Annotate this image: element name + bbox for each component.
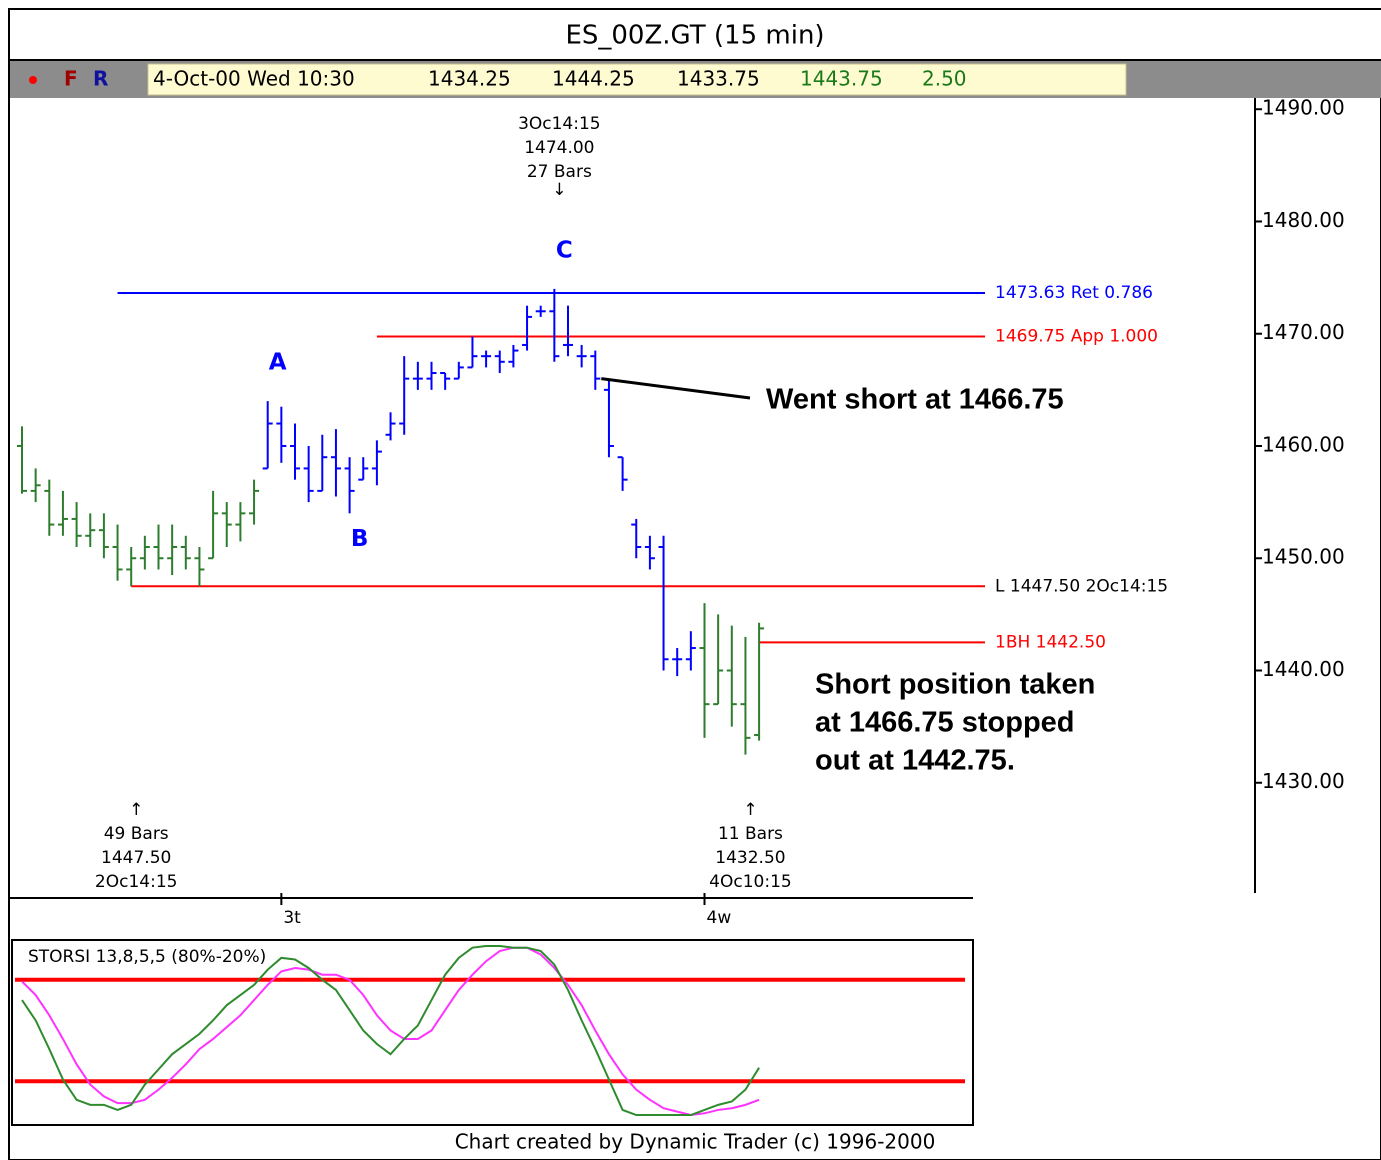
annotation: at 1466.75 stopped [815,707,1075,739]
level-label: 1473.63 Ret 0.786 [995,283,1153,303]
pivot-label: 3Oc14:15 [518,114,601,134]
swing-label: A [269,350,287,376]
annotation-pointer [601,377,751,400]
pivot-arrow: ↑ [129,800,143,820]
status-close: 1443.75 [800,67,883,91]
status-dot [29,76,37,84]
y-tick-label: 1480.00 [1262,208,1345,232]
status-flag: R [93,67,108,91]
y-tick-label: 1470.00 [1262,320,1345,344]
y-tick-label: 1460.00 [1262,432,1345,456]
pivot-label: 27 Bars [527,162,592,182]
indicator-line [21,945,760,1116]
x-tick-label: 4w [707,908,732,928]
y-tick-label: 1450.00 [1262,545,1345,569]
pivot-label: 49 Bars [104,824,169,844]
level-label: 1469.75 App 1.000 [995,327,1158,347]
annotation: Went short at 1466.75 [766,384,1064,416]
y-tick-label: 1430.00 [1262,769,1345,793]
y-tick-label: 1440.00 [1262,657,1345,681]
level-label: L 1447.50 2Oc14:15 [995,576,1168,596]
indicator-line [21,946,760,1117]
status-date: 4-Oct-00 Wed 10:30 [153,67,355,91]
status-high: 1444.25 [552,67,635,91]
status-change: 2.50 [922,67,967,91]
pivot-label: 1474.00 [524,138,594,158]
annotation: out at 1442.75. [815,745,1015,777]
title-bar [10,10,1381,60]
pivot-label: 1432.50 [715,848,785,868]
x-tick-label: 3t [283,908,301,928]
status-flag: F [64,67,78,91]
indicator-panel [11,939,974,1126]
status-open: 1434.25 [428,67,511,91]
chart-title: ES_00Z.GT (15 min) [565,21,824,51]
pivot-arrow: ↓ [552,180,566,200]
annotation: Short position taken [815,669,1095,701]
pivot-label: 1447.50 [101,848,171,868]
status-field-box [147,63,1127,96]
indicator-title: STORSI 13,8,5,5 (80%-20%) [28,947,266,967]
pivot-label: 4Oc10:15 [709,872,792,892]
swing-label: B [351,526,369,552]
pivot-label: 2Oc14:15 [95,872,178,892]
pivot-arrow: ↑ [743,800,757,820]
pivot-label: 11 Bars [718,824,783,844]
level-label: 1BH 1442.50 [995,632,1106,652]
footer: Chart created by Dynamic Trader (c) 1996… [455,1130,936,1154]
status-low: 1433.75 [677,67,760,91]
y-tick-label: 1490.00 [1262,96,1345,120]
swing-label: C [556,237,573,263]
